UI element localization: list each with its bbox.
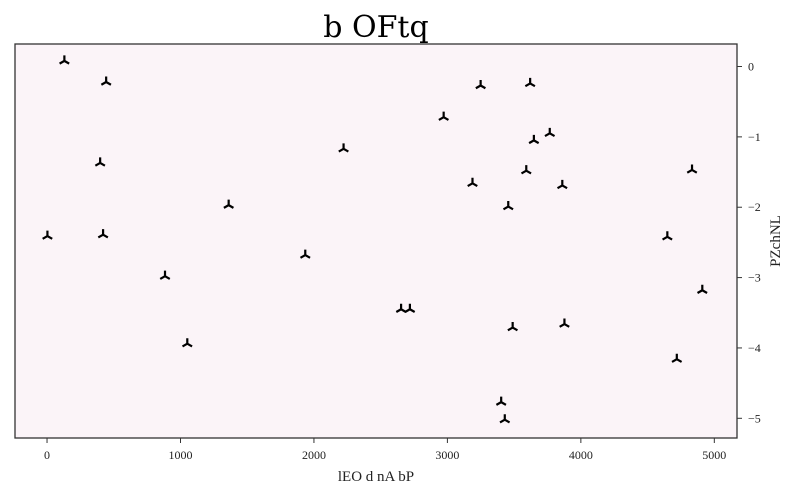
y-tick-label: −2 [748, 200, 761, 214]
y-tick-label: −4 [748, 341, 761, 355]
y-tick-label: 0 [748, 60, 754, 74]
data-point [528, 134, 540, 145]
x-tick-label: 2000 [302, 448, 326, 462]
y-tick-label: −5 [748, 411, 761, 425]
data-point [662, 231, 673, 241]
y-tick-label: −3 [748, 271, 761, 285]
data-point [475, 80, 486, 90]
y-tick-label: −1 [748, 130, 761, 144]
data-point [467, 177, 478, 188]
data-point [100, 76, 112, 86]
data-point [520, 165, 532, 175]
data-point [502, 201, 514, 211]
y-axis: 0 −1 −2 −3 −4 −5 [737, 60, 761, 425]
data-point [94, 157, 106, 167]
data-point [338, 143, 349, 153]
data-points [42, 55, 708, 424]
chart-title: b OFtq [323, 10, 428, 45]
data-point [495, 396, 507, 406]
data-point [299, 249, 311, 259]
data-point [499, 414, 511, 424]
data-point [556, 179, 568, 190]
data-point [59, 55, 70, 65]
data-point [438, 111, 449, 121]
x-tick-label: 4000 [569, 448, 593, 462]
data-point [159, 270, 171, 280]
data-point [181, 338, 193, 348]
x-axis: 0 1000 2000 3000 4000 5000 [44, 438, 726, 462]
data-point [404, 303, 416, 313]
data-point [97, 229, 109, 239]
data-point [507, 322, 518, 332]
x-tick-label: 1000 [168, 448, 192, 462]
plot-area [14, 43, 738, 439]
data-point [223, 199, 234, 209]
data-point [544, 127, 556, 138]
x-tick-label: 5000 [702, 448, 726, 462]
y-axis-label: PZchNL [768, 215, 784, 267]
data-point [686, 164, 698, 174]
data-point [524, 77, 536, 88]
x-tick-label: 3000 [435, 448, 459, 462]
x-tick-label: 0 [44, 448, 50, 462]
x-axis-label: lEO d nA bP [338, 469, 414, 485]
data-point [671, 353, 683, 363]
data-point [696, 284, 708, 294]
data-point [42, 230, 53, 240]
data-point [559, 318, 570, 328]
